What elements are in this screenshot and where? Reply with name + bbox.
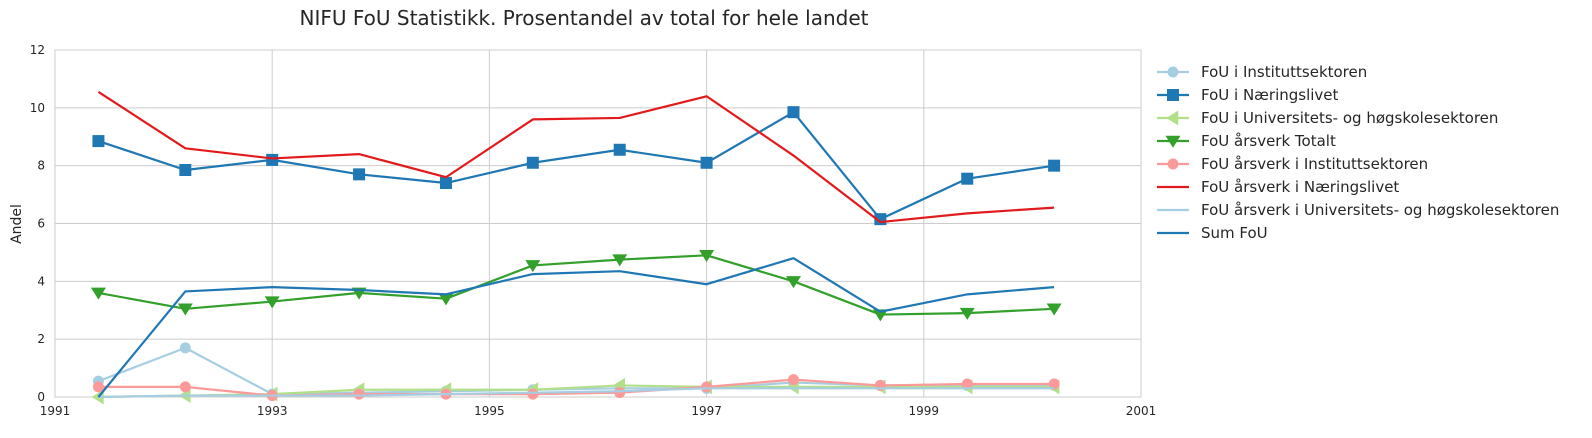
legend-item: Sum FoU (1157, 224, 1268, 242)
plot-border (54, 49, 1142, 398)
y-axis-label: Andel (9, 204, 25, 244)
data-point (438, 293, 454, 306)
data-point (787, 106, 800, 119)
data-point (699, 250, 715, 263)
x-tick-label: 1993 (257, 404, 288, 418)
data-point (612, 254, 628, 267)
legend: FoU i Instituttsektoren FoU i Næringslive… (1157, 63, 1559, 242)
y-tick-label: 0 (37, 390, 45, 404)
data-point (526, 156, 539, 169)
data-point (179, 381, 191, 393)
data-point (1167, 66, 1179, 78)
data-point (959, 307, 975, 320)
data-point (1166, 110, 1179, 126)
data-point (701, 381, 713, 393)
series-line (98, 254, 1055, 316)
y-tick-label: 4 (37, 274, 45, 288)
series-line (97, 257, 1055, 398)
data-point (90, 287, 106, 300)
data-point (439, 177, 452, 190)
data-point (785, 276, 801, 289)
data-point (527, 388, 539, 400)
legend-item: FoU i Næringslivet (1157, 86, 1339, 104)
legend-label: FoU årsverk i Instituttsektoren (1201, 155, 1428, 173)
data-point (1046, 303, 1062, 316)
data-point (92, 135, 105, 148)
data-point (1048, 378, 1060, 390)
data-point (1165, 135, 1181, 148)
legend-item: FoU årsverk i Instituttsektoren (1157, 155, 1428, 173)
legend-item: FoU årsverk i Universitets- og høgskoles… (1157, 201, 1559, 219)
series-2 (92, 106, 1061, 226)
y-tick-label: 6 (37, 217, 45, 231)
series-7 (98, 387, 1055, 399)
x-tick-label: 1997 (691, 404, 722, 418)
data-point (1167, 158, 1179, 170)
series-group (90, 91, 1062, 405)
data-point (614, 387, 626, 399)
grid (54, 49, 1142, 398)
data-point (613, 143, 626, 156)
legend-label: FoU årsverk i Universitets- og høgskoles… (1201, 201, 1559, 219)
y-tick-label: 12 (30, 43, 45, 57)
series-5 (92, 374, 1060, 402)
data-point (872, 309, 888, 322)
series-line (98, 387, 1055, 399)
data-point (787, 374, 799, 386)
data-point (961, 172, 974, 185)
legend-item: FoU i Instituttsektoren (1157, 63, 1367, 81)
data-point (92, 381, 104, 393)
series-line (98, 378, 1055, 397)
legend-label: FoU i Instituttsektoren (1201, 63, 1367, 81)
data-point (353, 168, 366, 181)
data-point (961, 378, 973, 390)
series-4 (90, 250, 1062, 322)
y-tick-label: 2 (37, 332, 45, 346)
data-point (179, 342, 191, 354)
legend-item: FoU årsverk i Næringslivet (1157, 178, 1399, 196)
series-8 (97, 257, 1055, 398)
data-point (353, 388, 365, 400)
data-point (179, 164, 192, 177)
chart-title: NIFU FoU Statistikk. Prosentandel av tot… (299, 6, 868, 30)
legend-label: FoU årsverk i Næringslivet (1201, 178, 1399, 196)
plot-frame (54, 49, 1142, 398)
x-tick-label: 1991 (40, 404, 71, 418)
legend-label: Sum FoU (1201, 224, 1268, 242)
data-point (266, 153, 279, 166)
legend-label: FoU i Næringslivet (1201, 86, 1339, 104)
data-point (525, 260, 541, 273)
legend-label: FoU årsverk Totalt (1201, 132, 1336, 150)
legend-item: FoU årsverk Totalt (1157, 132, 1336, 150)
series-line (97, 91, 1055, 224)
data-point (1167, 89, 1179, 101)
tick-labels: 1991 1993 1995 1997 1999 2001 0 2 4 6 8 10 12 (30, 43, 1157, 418)
x-tick-label: 1995 (474, 404, 505, 418)
data-point (264, 296, 280, 309)
data-point (177, 303, 193, 316)
data-point (1048, 159, 1061, 172)
y-tick-label: 10 (30, 101, 45, 115)
series-6 (97, 91, 1055, 224)
x-tick-label: 2001 (1126, 404, 1157, 418)
legend-item: FoU i Universitets- og høgskolesektoren (1157, 109, 1498, 127)
legend-label: FoU i Universitets- og høgskolesektoren (1201, 109, 1498, 127)
x-tick-label: 1999 (909, 404, 940, 418)
data-point (700, 156, 713, 169)
series-line (98, 111, 1055, 221)
y-tick-label: 8 (37, 159, 45, 173)
